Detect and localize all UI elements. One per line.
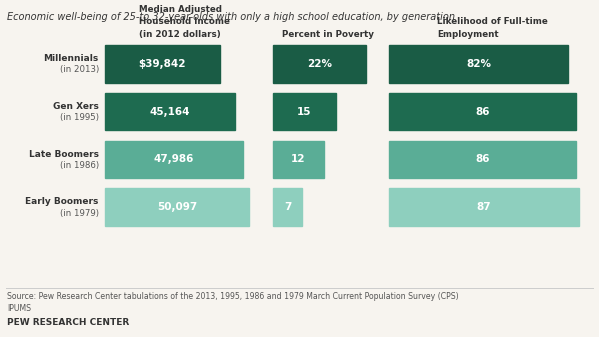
Bar (389, 93, 576, 130)
Text: Source: Pew Research Center tabulations of the 2013, 1995, 1986 and 1979 March C: Source: Pew Research Center tabulations … (7, 292, 459, 301)
Bar (105, 141, 243, 178)
Bar (389, 141, 576, 178)
Text: Median Adjusted
Household Income
(in 2012 dollars): Median Adjusted Household Income (in 201… (139, 5, 229, 39)
Text: 86: 86 (476, 106, 490, 117)
Text: 50,097: 50,097 (157, 202, 197, 212)
Text: 86: 86 (476, 154, 490, 164)
Text: 82%: 82% (466, 59, 491, 69)
Text: (in 1986): (in 1986) (60, 161, 99, 170)
Text: Likelihood of Full-time
Employment: Likelihood of Full-time Employment (437, 17, 548, 39)
Text: Gen Xers: Gen Xers (53, 102, 99, 111)
Text: 87: 87 (477, 202, 491, 212)
Text: Percent in Poverty: Percent in Poverty (282, 30, 374, 39)
Text: (in 1979): (in 1979) (60, 209, 99, 218)
Bar (105, 188, 249, 226)
Text: 45,164: 45,164 (150, 106, 190, 117)
Text: Late Boomers: Late Boomers (29, 150, 99, 158)
Text: 7: 7 (284, 202, 291, 212)
Text: PEW RESEARCH CENTER: PEW RESEARCH CENTER (7, 318, 129, 328)
Bar (389, 188, 579, 226)
Text: 22%: 22% (307, 59, 332, 69)
Bar (105, 45, 220, 83)
Text: 47,986: 47,986 (154, 154, 194, 164)
Bar (273, 45, 367, 83)
Text: $39,842: $39,842 (138, 59, 186, 69)
Text: (in 2013): (in 2013) (59, 65, 99, 74)
Text: 12: 12 (291, 154, 305, 164)
Bar (389, 45, 568, 83)
Bar (273, 188, 302, 226)
Text: IPUMS: IPUMS (7, 304, 31, 313)
Bar (273, 93, 337, 130)
Text: 15: 15 (297, 106, 311, 117)
Bar (105, 93, 235, 130)
Text: Economic well-being of 25-to 32-year-olds with only a high school education, by : Economic well-being of 25-to 32-year-old… (7, 12, 455, 22)
Text: Millennials: Millennials (44, 54, 99, 63)
Text: (in 1995): (in 1995) (60, 113, 99, 122)
Text: Early Boomers: Early Boomers (26, 197, 99, 206)
Bar (273, 141, 323, 178)
